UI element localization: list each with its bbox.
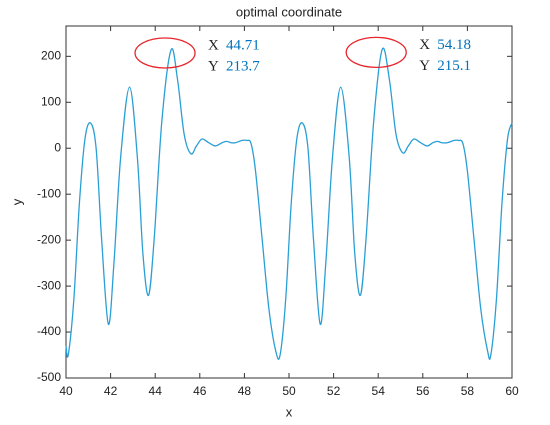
datatip-x-label: X [208, 37, 219, 53]
y-tick-label: -100 [37, 186, 61, 200]
datatip-y-label: Y [419, 58, 430, 74]
x-tick-label: 46 [193, 384, 207, 398]
x-tick-label: 44 [149, 384, 163, 398]
y-axis-label: y [9, 198, 24, 205]
axes-box [65, 25, 513, 379]
datatip-y-value: 213.7 [226, 58, 260, 74]
y-tick-label: 100 [41, 94, 61, 108]
x-tick-label: 54 [372, 384, 386, 398]
datatip-x-value: 54.18 [437, 37, 471, 53]
y-tick-label: 200 [41, 49, 61, 63]
datatip-x-label: X [419, 37, 430, 53]
x-tick-label: 40 [59, 384, 73, 398]
y-tick-label: -200 [37, 232, 61, 246]
x-tick-label: 60 [505, 384, 519, 398]
datatip-y-value: 215.1 [437, 58, 471, 74]
x-tick-label: 56 [416, 384, 430, 398]
y-tick-label: -300 [37, 278, 61, 292]
y-tick-label: -400 [37, 324, 61, 338]
x-tick-label: 42 [104, 384, 118, 398]
datatip-marker [345, 36, 407, 69]
datatip-x-value: 44.71 [226, 37, 260, 53]
datatip-y-label: Y [208, 58, 219, 74]
y-tick-label: 0 [54, 140, 61, 154]
x-tick-label: 48 [238, 384, 252, 398]
y-tick-label: -500 [37, 370, 61, 384]
data-line [65, 47, 513, 360]
chart-title: optimal coordinate [236, 4, 342, 19]
x-tick-label: 50 [282, 384, 296, 398]
x-axis-label: x [286, 404, 293, 419]
x-tick-label: 58 [461, 384, 475, 398]
x-tick-label: 52 [327, 384, 341, 398]
datatip-marker [134, 37, 196, 69]
